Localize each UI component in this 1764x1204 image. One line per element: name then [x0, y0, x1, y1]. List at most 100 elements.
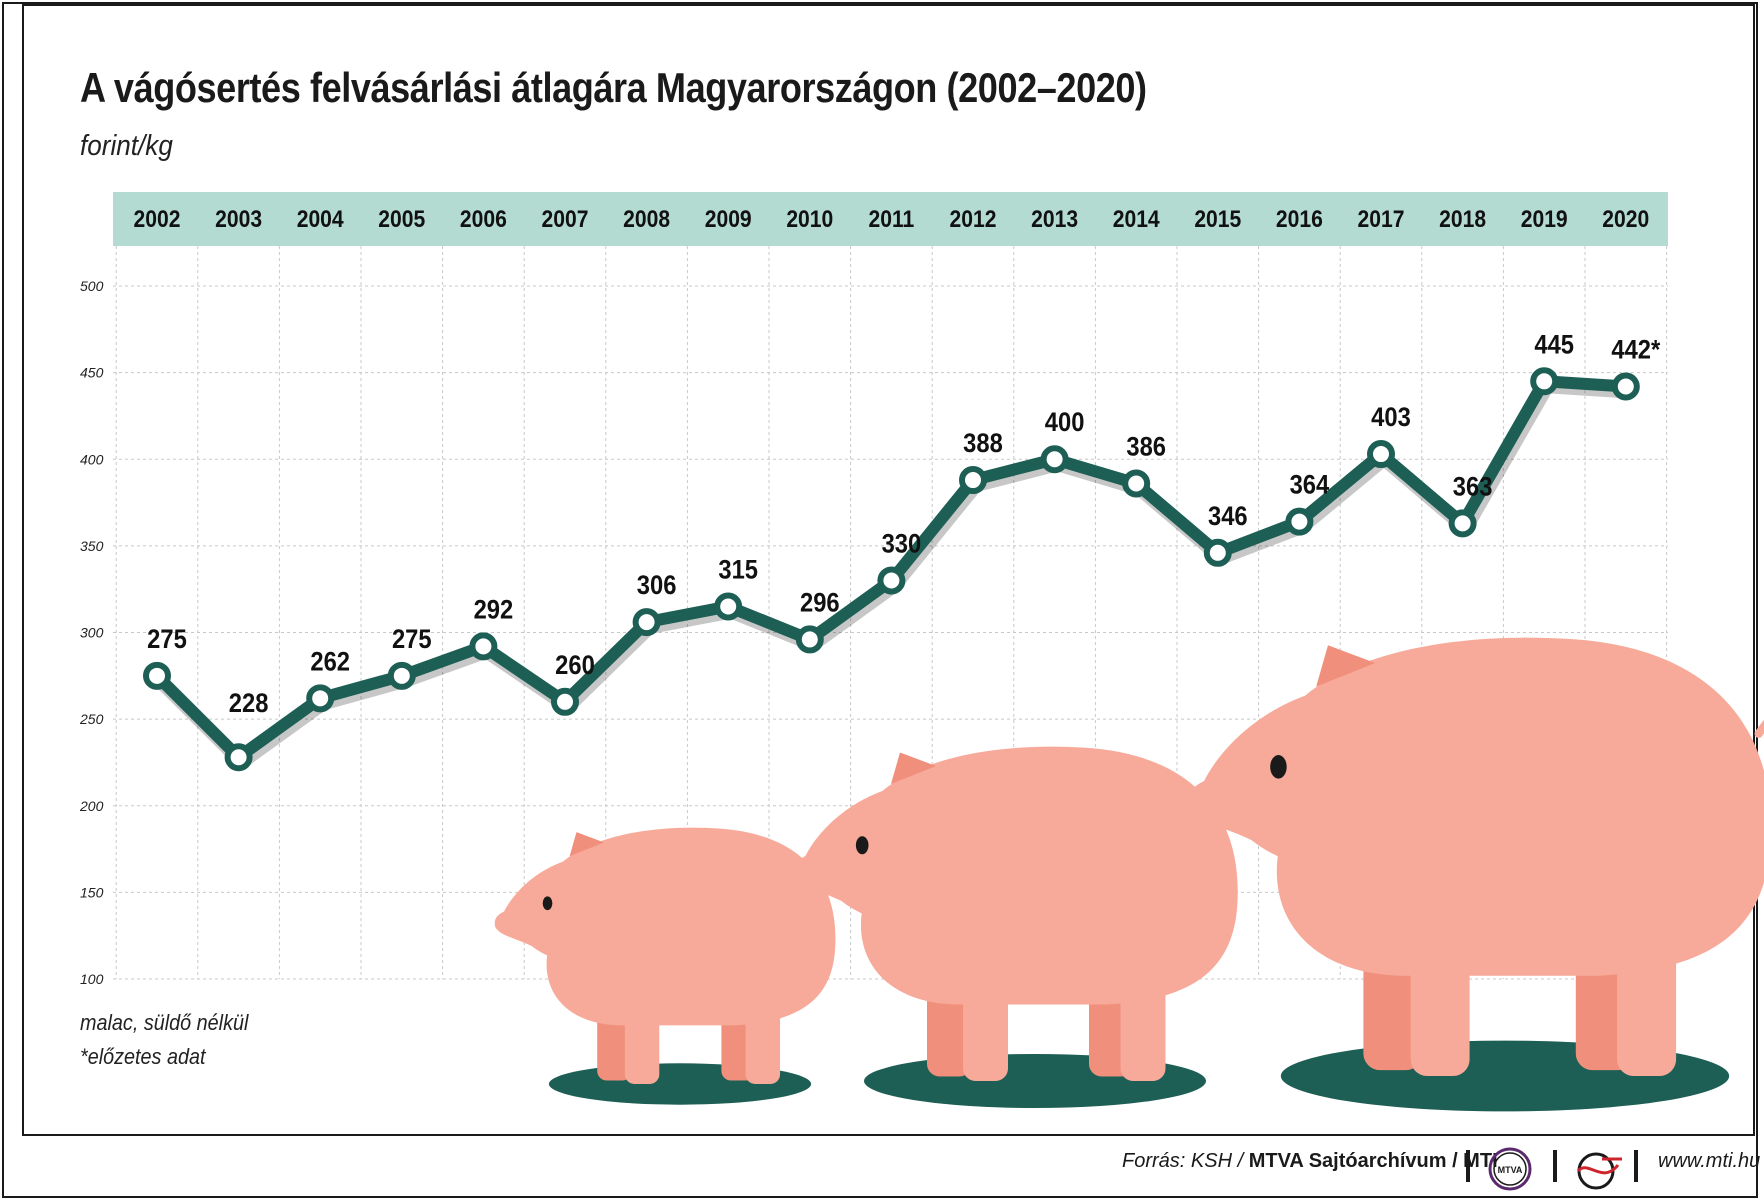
data-point[interactable] [224, 743, 253, 772]
data-label: 315 [718, 555, 758, 585]
y-tick-label: 150 [80, 884, 104, 900]
x-tick-label: 2012 [950, 206, 997, 233]
source-bold: MTVA Sajtóarchívum / MTI [1248, 1150, 1498, 1172]
chart-title: A vágósertés felvásárlási átlagára Magya… [80, 64, 1147, 111]
pig-eye [1270, 755, 1287, 779]
pig-body [541, 827, 836, 1026]
note-preliminary: *előzetes adat [80, 1044, 206, 1069]
footer-separator [1634, 1150, 1638, 1182]
pig-large [1188, 637, 1764, 1112]
x-tick-label: 2020 [1602, 206, 1649, 233]
unit-label: forint/kg [80, 130, 173, 162]
data-label: 260 [555, 650, 595, 680]
y-tick-label: 500 [80, 278, 104, 294]
mti-logo-icon [1576, 1152, 1622, 1190]
data-point[interactable] [143, 661, 171, 690]
data-point[interactable] [1285, 507, 1314, 536]
data-label: 388 [963, 429, 1003, 459]
y-tick-label: 400 [80, 451, 104, 467]
data-point[interactable] [1040, 445, 1069, 474]
data-label: 364 [1290, 470, 1330, 500]
x-tick-label: 2011 [869, 206, 915, 233]
data-point[interactable] [1530, 367, 1559, 396]
data-point[interactable] [877, 566, 906, 595]
data-label: 262 [310, 647, 350, 677]
year-header-band [113, 192, 1668, 246]
data-label: 363 [1453, 472, 1493, 502]
data-point[interactable] [632, 608, 661, 637]
pig-head [793, 784, 909, 921]
data-point[interactable] [1367, 440, 1395, 469]
footer-separator [1553, 1150, 1557, 1182]
x-tick-label: 2002 [134, 206, 181, 233]
data-point[interactable] [1611, 372, 1640, 401]
pig-body [854, 746, 1238, 1005]
data-label: 403 [1371, 403, 1411, 433]
x-tick-label: 2007 [542, 206, 589, 233]
x-tick-label: 2008 [623, 206, 670, 233]
x-tick-label: 2009 [705, 206, 752, 233]
data-point[interactable] [714, 592, 743, 621]
data-point[interactable] [469, 632, 498, 661]
data-point[interactable] [306, 684, 335, 713]
data-point[interactable] [1203, 538, 1232, 567]
pig-ear [569, 832, 605, 857]
data-point[interactable] [959, 466, 987, 495]
footer-separator [1466, 1150, 1470, 1182]
data-label: 292 [474, 595, 514, 625]
pig-ear [891, 752, 936, 784]
mtva-logo-icon: MTVA [1488, 1147, 1532, 1191]
pig-tail [1754, 719, 1764, 738]
data-label: 228 [229, 689, 269, 719]
x-tick-label: 2014 [1113, 206, 1160, 233]
data-label: 330 [882, 529, 922, 559]
data-label: 445 [1534, 330, 1574, 360]
pig-eye [855, 836, 869, 855]
data-label: 275 [147, 624, 187, 654]
x-tick-label: 2018 [1439, 206, 1486, 233]
x-tick-label: 2005 [378, 206, 425, 233]
y-tick-label: 350 [80, 538, 104, 554]
x-tick-label: 2017 [1358, 206, 1405, 233]
x-tick-label: 2015 [1194, 206, 1241, 233]
data-label: 296 [800, 588, 840, 618]
pig-head [1188, 686, 1340, 866]
y-tick-label: 100 [80, 971, 104, 987]
data-point[interactable] [795, 625, 824, 654]
x-tick-label: 2016 [1276, 206, 1323, 233]
data-point[interactable] [1122, 469, 1151, 498]
pig-eye [542, 896, 553, 911]
data-label: 400 [1045, 408, 1085, 438]
data-point[interactable] [1448, 509, 1477, 538]
data-label: 386 [1126, 432, 1166, 462]
pig-body [1268, 637, 1764, 976]
pig-head [494, 856, 584, 962]
website-label: www.mti.hu [1658, 1150, 1761, 1172]
y-tick-label: 300 [80, 625, 104, 641]
pig-small [494, 827, 871, 1105]
source-credit: Forrás: KSH / MTVA Sajtóarchívum / MTI [1122, 1150, 1498, 1190]
y-tick-label: 450 [80, 365, 104, 381]
pig-medium [793, 746, 1284, 1108]
x-tick-label: 2013 [1031, 206, 1078, 233]
data-label: 275 [392, 624, 432, 654]
data-point[interactable] [551, 687, 579, 716]
source-prefix: Forrás: KSH / [1122, 1150, 1249, 1172]
x-tick-label: 2019 [1521, 206, 1568, 233]
pig-ear [1316, 645, 1376, 687]
data-label: 346 [1208, 501, 1248, 531]
note-no-piglets: malac, süldő nélkül [80, 1010, 249, 1035]
x-tick-label: 2006 [460, 206, 507, 233]
data-point[interactable] [387, 661, 416, 690]
y-tick-label: 250 [79, 711, 104, 727]
y-tick-label: 200 [79, 798, 104, 814]
mtva-logo-text: MTVA [1498, 1165, 1523, 1175]
data-label: 442* [1611, 335, 1660, 365]
data-label: 306 [637, 571, 677, 601]
x-tick-label: 2010 [786, 206, 833, 233]
x-tick-label: 2004 [297, 206, 344, 233]
x-tick-label: 2003 [215, 206, 262, 233]
chart-frame [22, 4, 1755, 1136]
